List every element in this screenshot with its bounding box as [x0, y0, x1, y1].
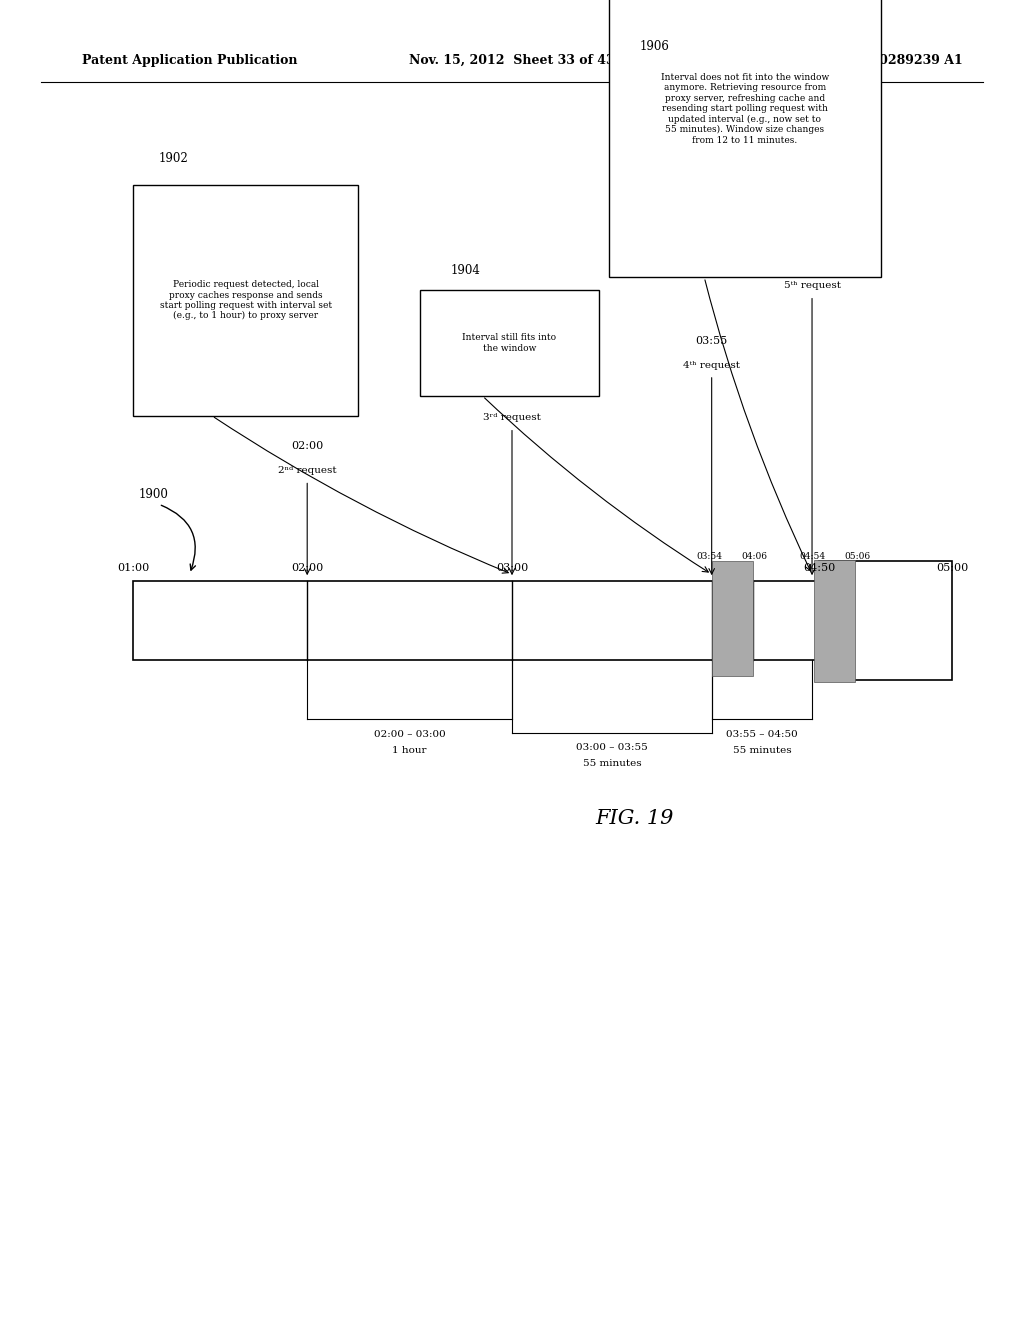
Text: 04:50: 04:50	[796, 256, 828, 267]
Text: 1904: 1904	[451, 264, 480, 277]
Text: 5ᵗʰ request: 5ᵗʰ request	[783, 281, 841, 290]
Text: 03:00 – 03:55: 03:00 – 03:55	[575, 743, 648, 752]
Text: 02:00 – 03:00: 02:00 – 03:00	[374, 730, 445, 739]
Text: Interval still fits into
the window: Interval still fits into the window	[463, 334, 556, 352]
Bar	[712, 561, 753, 676]
Text: FIG. 19: FIG. 19	[596, 809, 674, 828]
Text: Patent Application Publication: Patent Application Publication	[82, 54, 297, 67]
Text: 2ⁿᵈ request: 2ⁿᵈ request	[278, 466, 337, 475]
Text: 1 hour: 1 hour	[392, 746, 427, 755]
Text: 03:55 – 04:50: 03:55 – 04:50	[726, 730, 798, 739]
Text: Nov. 15, 2012  Sheet 33 of 43: Nov. 15, 2012 Sheet 33 of 43	[410, 54, 614, 67]
Text: 03:55: 03:55	[695, 335, 728, 346]
Text: Periodic request detected, local
proxy caches response and sends
start polling r: Periodic request detected, local proxy c…	[160, 280, 332, 321]
Bar	[819, 561, 952, 680]
Text: 1902: 1902	[159, 152, 188, 165]
Text: 1906: 1906	[640, 40, 670, 53]
Text: 01:00: 01:00	[117, 562, 150, 573]
Text: 05:00: 05:00	[936, 562, 969, 573]
Text: 3ʳᵈ request: 3ʳᵈ request	[483, 413, 541, 422]
Text: 05:06: 05:06	[844, 552, 870, 561]
Text: 04:50: 04:50	[803, 562, 836, 573]
Text: 55 minutes: 55 minutes	[583, 759, 641, 768]
Text: Interval does not fit into the window
anymore. Retrieving resource from
proxy se: Interval does not fit into the window an…	[660, 73, 829, 145]
Text: 04:54: 04:54	[799, 552, 825, 561]
Bar	[420, 290, 599, 396]
Text: 1900: 1900	[138, 488, 168, 502]
Bar	[133, 185, 358, 416]
Text: 02:00: 02:00	[291, 441, 324, 451]
Text: 03:00: 03:00	[496, 388, 528, 399]
Text: 02:00: 02:00	[291, 562, 324, 573]
Text: 03:54: 03:54	[696, 552, 723, 561]
Bar	[609, 0, 881, 277]
Text: 04:06: 04:06	[741, 552, 768, 561]
Text: 03:00: 03:00	[496, 562, 528, 573]
Text: 55 minutes: 55 minutes	[732, 746, 792, 755]
Text: US 2012/0289239 A1: US 2012/0289239 A1	[815, 54, 963, 67]
Bar	[814, 560, 855, 682]
Bar	[133, 581, 819, 660]
Text: 4ᵗʰ request: 4ᵗʰ request	[683, 360, 740, 370]
